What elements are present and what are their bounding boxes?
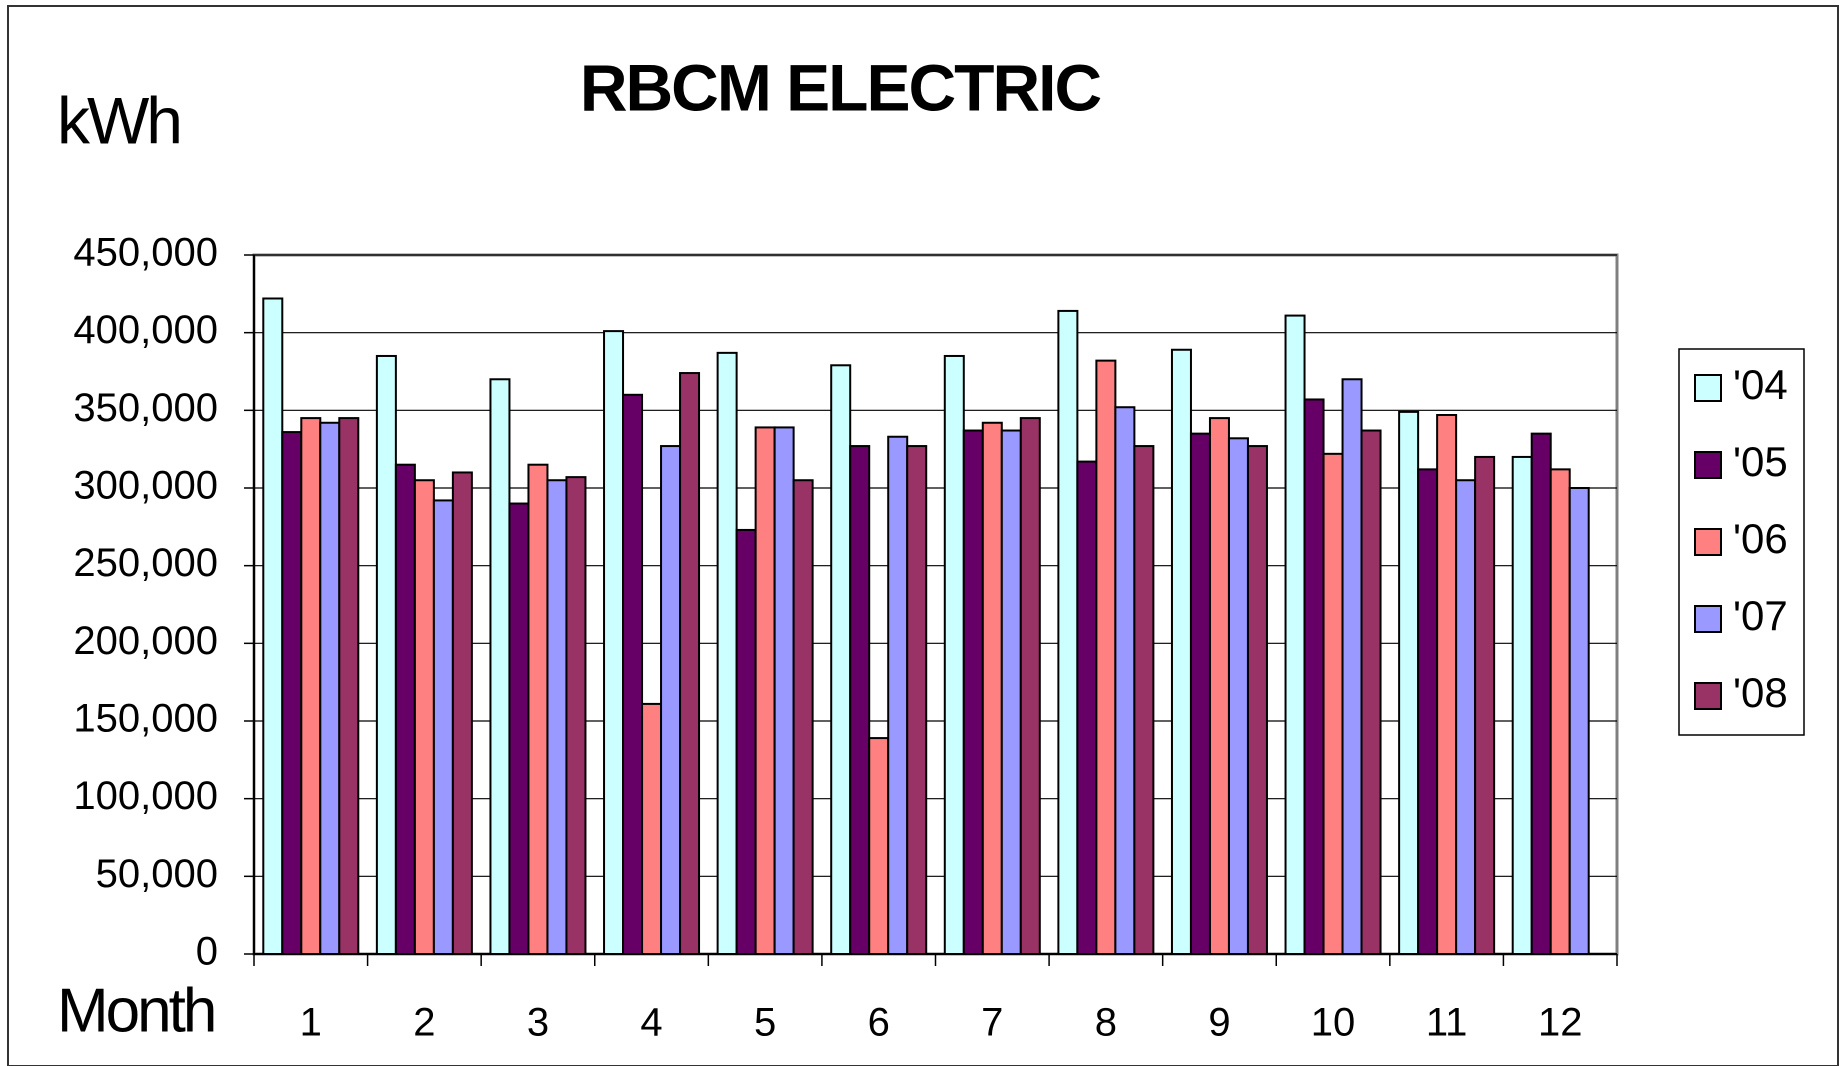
bar: [1455, 479, 1477, 955]
legend-swatch: [1694, 451, 1722, 479]
y-tick-label: 450,000: [73, 231, 218, 275]
bar: [300, 417, 322, 956]
bar: [451, 471, 473, 955]
bar: [1436, 413, 1458, 955]
bar: [792, 479, 814, 955]
bar: [679, 372, 701, 955]
bar: [1114, 406, 1136, 955]
bar: [1095, 359, 1117, 956]
bar: [319, 421, 341, 955]
legend-label: '05: [1733, 438, 1788, 485]
legend-swatch: [1694, 528, 1722, 556]
x-tick-label: 4: [640, 1001, 662, 1045]
x-tick-label: 9: [1208, 1001, 1230, 1045]
y-tick-label: 150,000: [73, 697, 218, 741]
bar: [508, 502, 530, 955]
bar: [338, 417, 360, 956]
bar: [735, 528, 757, 955]
y-tick-label: 300,000: [73, 464, 218, 508]
y-tick-label: 50,000: [96, 852, 218, 896]
y-tick-label: 200,000: [73, 619, 218, 663]
bar: [754, 426, 776, 956]
y-tick-label: 0: [196, 930, 218, 974]
plot-area: [252, 253, 1619, 956]
bar: [527, 463, 549, 955]
x-tick-label: 3: [527, 1001, 549, 1045]
bar: [641, 702, 663, 955]
bar: [773, 426, 795, 956]
x-tick-label: 2: [413, 1001, 435, 1045]
chart-title: RBCM ELECTRIC: [580, 50, 1101, 124]
bar: [716, 351, 738, 955]
bar: [1133, 445, 1155, 955]
x-tick-label: 7: [981, 1001, 1003, 1045]
bar: [1511, 455, 1533, 955]
bar: [1322, 452, 1344, 955]
bar: [394, 463, 416, 955]
x-tick-label: 8: [1095, 1001, 1117, 1045]
bar: [1057, 309, 1079, 956]
x-tick-label: 6: [868, 1001, 890, 1045]
y-tick-label: 400,000: [73, 308, 218, 352]
x-tick-label: 11: [1426, 1001, 1468, 1045]
x-tick-label: 1: [300, 1001, 322, 1045]
bar: [943, 354, 965, 955]
bar: [375, 354, 397, 955]
bar: [1417, 468, 1439, 955]
legend-swatch: [1694, 682, 1722, 710]
bar: [281, 431, 303, 955]
bar: [1019, 417, 1041, 956]
legend-label: '06: [1733, 515, 1788, 562]
bar: [962, 429, 984, 955]
bar: [1474, 455, 1496, 955]
bar: [849, 445, 871, 955]
bar: [1246, 445, 1268, 955]
bar: [413, 479, 435, 955]
bar: [432, 499, 454, 955]
bar: [1568, 487, 1590, 955]
x-axis-label: Month: [57, 976, 214, 1045]
bar: [489, 378, 511, 955]
bar: [603, 330, 625, 955]
x-tick-label: 10: [1311, 1001, 1356, 1045]
bar: [660, 445, 682, 955]
bar: [1341, 378, 1363, 955]
bar: [546, 479, 568, 955]
bar: [1303, 398, 1325, 955]
bar: [622, 393, 644, 955]
y-tick-label: 350,000: [73, 386, 218, 430]
bar: [1189, 432, 1211, 955]
legend-swatch: [1694, 374, 1722, 402]
legend-label: '08: [1733, 669, 1788, 716]
bar: [1398, 410, 1420, 955]
bar: [1549, 468, 1571, 955]
legend-swatch: [1694, 605, 1722, 633]
bar: [906, 445, 928, 955]
bar: [1284, 314, 1306, 955]
bar: [1076, 460, 1098, 955]
bar: [1208, 417, 1230, 956]
bar: [830, 364, 852, 955]
bar: [868, 737, 890, 955]
bar: [1530, 432, 1552, 955]
y-tick-label: 250,000: [73, 541, 218, 585]
bar: [565, 476, 587, 955]
bar: [887, 435, 909, 955]
bar: [1360, 429, 1382, 955]
bar: [262, 297, 284, 955]
x-tick-label: 5: [754, 1001, 776, 1045]
bar: [981, 421, 1003, 955]
legend-label: '04: [1733, 361, 1788, 408]
x-tick-label: 12: [1538, 1001, 1583, 1045]
y-tick-label: 100,000: [73, 774, 218, 818]
bar: [1170, 348, 1192, 955]
y-axis-label: kWh: [57, 83, 180, 157]
bar: [1000, 429, 1022, 955]
bar: [1227, 437, 1249, 955]
legend-label: '07: [1733, 592, 1788, 639]
